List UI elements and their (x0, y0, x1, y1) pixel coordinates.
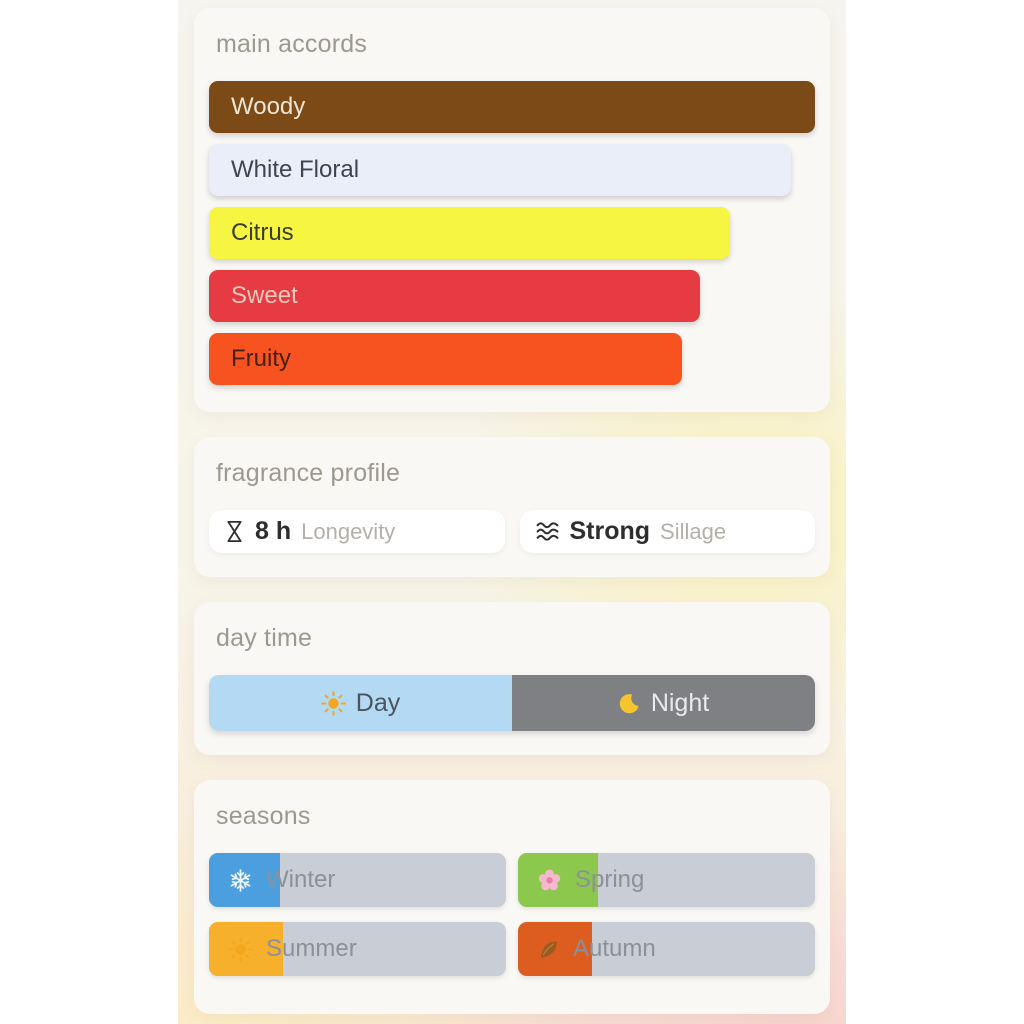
season-label: Autumn (573, 935, 656, 962)
fragrance-profile-title: fragrance profile (216, 459, 401, 487)
day-time-title: day time (216, 624, 313, 652)
season-fill-bar (518, 922, 593, 976)
stat-value: 8 h (255, 517, 292, 545)
stat-pill-sillage: Strong Sillage (519, 510, 815, 553)
segment-label: Day (355, 688, 401, 717)
sun-icon (320, 690, 346, 716)
main-accords-title: main accords (216, 30, 368, 58)
main-accords-card: main accords Woody White Floral Citrus Swee… (194, 8, 830, 412)
day-time-card: day time Day Night (194, 602, 830, 755)
sun-icon (228, 936, 253, 962)
segment-day[interactable]: Day (209, 675, 512, 731)
accord-bar-sweet: Sweet (209, 270, 700, 322)
season-summer[interactable]: Summer (209, 922, 506, 976)
accord-bar-fruity: Fruity (209, 333, 682, 385)
season-spring[interactable]: Spring (518, 853, 815, 907)
accord-label: Woody (231, 93, 306, 120)
accord-label: White Floral (231, 156, 360, 183)
accord-label: Fruity (231, 345, 291, 372)
season-label: Winter (266, 866, 336, 893)
season-label: Spring (575, 866, 645, 893)
season-winter[interactable]: Winter (209, 853, 506, 907)
waves-icon (535, 520, 560, 543)
segment-night[interactable]: Night (512, 675, 815, 731)
content-column: main accords Woody White Floral Citrus Swee… (194, 8, 830, 1014)
stat-label: Sillage (660, 518, 727, 544)
accords-list: Woody White Floral Citrus Sweet Fruity (209, 81, 815, 385)
season-fill-bar (209, 922, 284, 976)
accord-bar-woody: Woody (209, 81, 815, 133)
leaf-icon (537, 938, 560, 961)
blossom-icon (537, 868, 562, 893)
stats-row: 8 h Longevity Strong Sillage (209, 510, 815, 553)
seasons-title: seasons (216, 802, 311, 830)
hourglass-icon (224, 518, 245, 545)
seasons-grid: Winter Spring Summer Autumn (209, 853, 815, 976)
fragrance-profile-card: fragrance profile 8 h Longevity Strong Sill… (194, 437, 830, 577)
seasons-card: seasons Winter Spring Summer Autumn (194, 780, 830, 1014)
stat-pill-longevity: 8 h Longevity (209, 510, 505, 553)
moon-icon (618, 692, 641, 715)
accord-label: Sweet (231, 282, 298, 309)
stat-label: Longevity (301, 518, 396, 544)
segment-label: Night (650, 688, 710, 717)
stat-value: Strong (569, 517, 651, 545)
season-fill-bar (209, 853, 281, 907)
day-night-toggle: Day Night (209, 675, 815, 731)
snowflake-icon (228, 868, 253, 893)
accord-label: Citrus (231, 219, 294, 246)
page-background: main accords Woody White Floral Citrus Swee… (178, 0, 846, 1024)
accord-bar-white-floral: White Floral (209, 144, 791, 196)
season-label: Summer (266, 935, 357, 962)
accord-bar-citrus: Citrus (209, 207, 731, 259)
season-autumn[interactable]: Autumn (518, 922, 815, 976)
